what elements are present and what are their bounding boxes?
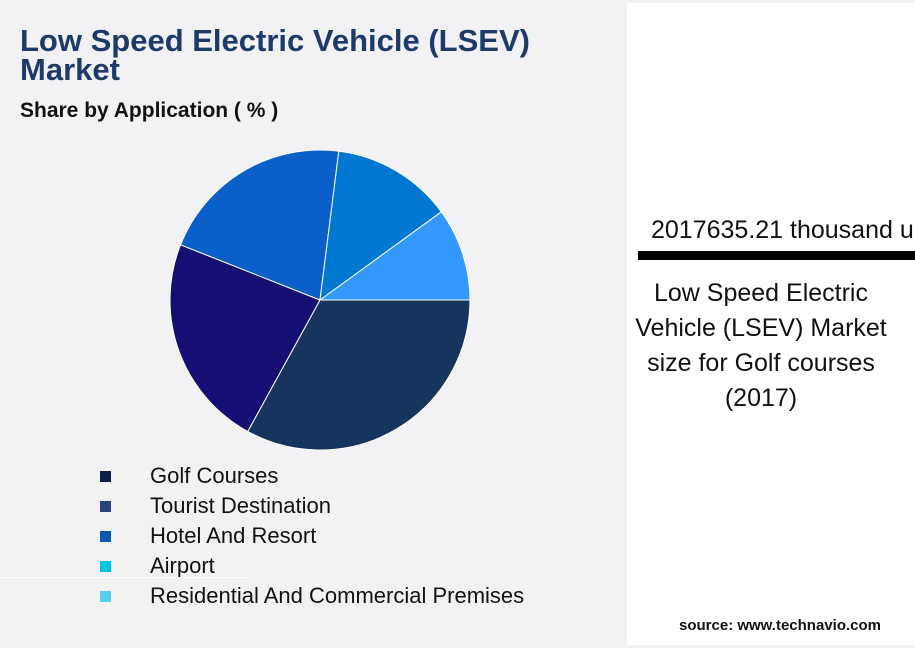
legend-label: Residential And Commercial Premises xyxy=(150,583,525,608)
legend-label: Golf Courses xyxy=(150,463,279,488)
legend-label: Hotel And Resort xyxy=(150,523,317,548)
legend-swatch xyxy=(100,560,111,572)
legend-label: Airport xyxy=(150,553,215,578)
legend-item: Airport xyxy=(100,551,524,581)
source-note: source: www.technavio.com xyxy=(679,617,881,634)
legend-swatch xyxy=(100,530,111,542)
info-panel: 2017635.21 thousand units Low Speed Elec… xyxy=(627,3,915,645)
panel-description: Low Speed Electric Vehicle (LSEV) Market… xyxy=(635,279,887,412)
legend-swatch xyxy=(100,590,111,602)
pie-slice-hotel-and-resort xyxy=(179,149,340,301)
legend: Golf Courses Tourist Destination Hotel And… xyxy=(100,461,524,611)
legend-label: Tourist Destination xyxy=(150,493,331,518)
pie-chart xyxy=(169,149,471,451)
chart-subtitle: Share by Application ( % ) xyxy=(20,99,279,122)
headline-value: 2017635.21 thousand units xyxy=(651,216,915,244)
legend-swatch xyxy=(100,470,111,482)
legend-item: Tourist Destination xyxy=(100,491,524,521)
legend-item: Golf Courses xyxy=(100,461,524,491)
pie-slice-airport xyxy=(319,150,443,302)
legend-item: Residential And Commercial Premises xyxy=(100,581,524,611)
pie-slice-golf-courses xyxy=(247,299,471,451)
divider xyxy=(0,577,250,578)
pie-slice-residential-and-commercial-premises xyxy=(318,211,471,301)
legend-swatch xyxy=(100,500,111,512)
legend-item: Hotel And Resort xyxy=(100,521,524,551)
chart-title: Low Speed Electric Vehicle (LSEV) Market xyxy=(20,23,530,87)
headline-underline xyxy=(638,251,915,260)
pie-slice-tourist-destination xyxy=(169,244,321,433)
